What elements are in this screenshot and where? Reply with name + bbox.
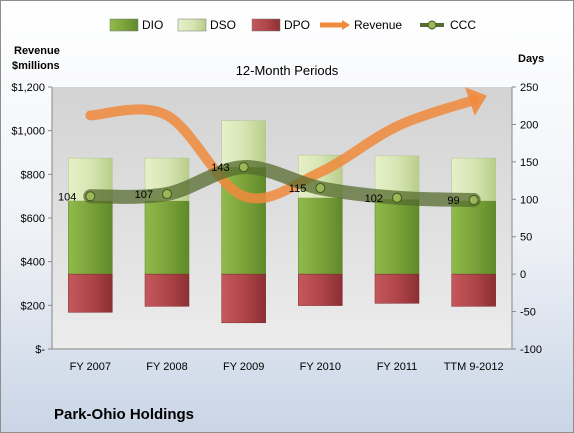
bar-dpo <box>221 273 266 324</box>
x-tick-label: FY 2009 <box>223 361 264 373</box>
bar-dio <box>68 200 113 275</box>
left-tick-label: $800 <box>21 169 45 181</box>
x-tick-label: FY 2007 <box>70 361 111 373</box>
bar-dpo <box>144 273 190 307</box>
left-tick-label: $200 <box>21 300 45 312</box>
lines: 104 107 143 115 102 99 <box>58 87 487 207</box>
right-tick-label: 200 <box>520 119 538 131</box>
ccc-marker <box>162 189 172 200</box>
bar-dpo <box>374 273 420 304</box>
bar-dio <box>144 200 190 275</box>
legend-label: CCC <box>450 18 476 32</box>
ccc-data-label: 99 <box>447 195 459 207</box>
ccc-data-label: 102 <box>365 193 383 205</box>
left-tick-label: $400 <box>21 257 45 269</box>
chart-subtitle: 12-Month Periods <box>236 63 339 78</box>
bar-dio <box>451 200 496 275</box>
ccc-marker <box>392 192 402 203</box>
bar-dpo <box>451 273 496 307</box>
right-tick-label: 150 <box>520 157 538 169</box>
x-tick-label: FY 2011 <box>377 361 418 373</box>
ccc-marker <box>238 162 249 173</box>
legend-swatch <box>109 18 139 32</box>
ccc-data-label: 115 <box>289 183 307 195</box>
x-tick-label: FY 2010 <box>300 361 341 373</box>
x-tick-label: TTM 9-2012 <box>444 361 504 373</box>
left-axis-title-line1: Revenue <box>14 45 60 57</box>
legend-arrow-revenue <box>342 20 350 30</box>
left-tick-label: $600 <box>21 213 45 225</box>
left-tick-label: $1,000 <box>11 126 45 138</box>
legend-label: Revenue <box>354 18 402 32</box>
legend-label: DSO <box>210 18 236 32</box>
right-tick-label: 50 <box>520 232 532 244</box>
right-tick-label: -100 <box>520 344 542 356</box>
bar-dso <box>221 120 266 168</box>
legend-swatch <box>251 18 281 32</box>
plot-area <box>52 87 512 349</box>
bar-dpo <box>298 273 343 306</box>
right-tick-label: 0 <box>520 269 526 281</box>
revenue-arrowhead <box>465 87 487 116</box>
ccc-data-label: 107 <box>135 189 153 201</box>
left-tick-label: $1,200 <box>11 82 45 94</box>
legend: DIO DSO DPO Revenue CCC <box>109 18 476 32</box>
right-axis-ticks: -100 -50 0 50 100 150 200 250 <box>512 82 542 356</box>
ccc-data-label: 143 <box>211 162 229 174</box>
legend-label: DIO <box>142 18 163 32</box>
x-tick-label: FY 2008 <box>146 361 187 373</box>
bar-dio <box>374 199 420 275</box>
right-tick-label: 100 <box>520 194 538 206</box>
right-tick-label: -50 <box>520 307 536 319</box>
left-axis-ticks: $- $200 $400 $600 $800 $1,000 $1,200 <box>11 82 52 356</box>
bars <box>68 120 496 324</box>
ccc-data-label: 104 <box>58 191 76 203</box>
ccc-marker <box>468 195 479 206</box>
bar-dio <box>298 197 343 275</box>
left-axis-title-line2: $millions <box>12 60 60 72</box>
right-axis-title: Days <box>518 53 544 65</box>
legend-marker-ccc <box>427 20 437 30</box>
legend-label: DPO <box>284 18 310 32</box>
chart-title: Park-Ohio Holdings <box>54 406 195 423</box>
bar-dpo <box>68 273 113 313</box>
x-axis-ticks: FY 2007 FY 2008 FY 2009 FY 2010 FY 2011 TTM 9… <box>70 361 504 373</box>
ccc-marker <box>315 183 326 194</box>
ccc-marker <box>85 191 96 202</box>
left-tick-label: $- <box>35 344 45 356</box>
right-tick-label: 250 <box>520 82 538 94</box>
revenue-line <box>85 95 479 204</box>
legend-swatch <box>177 18 207 32</box>
